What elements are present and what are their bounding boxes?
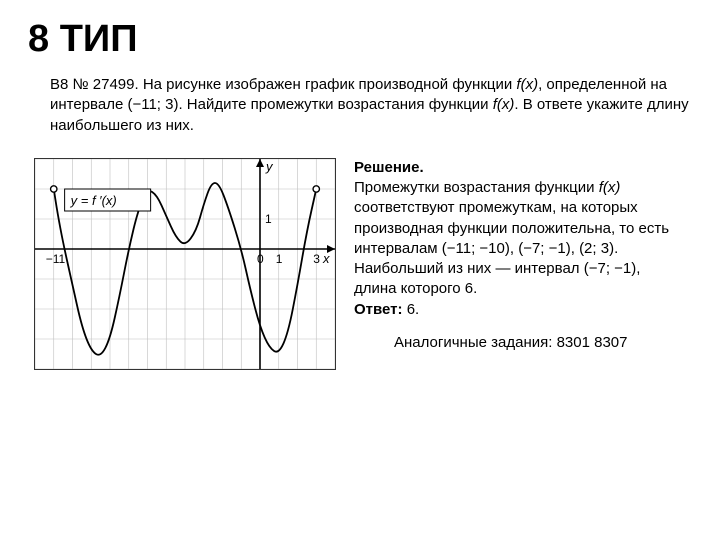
svg-text:0: 0 xyxy=(257,252,264,266)
svg-text:−11: −11 xyxy=(46,252,66,266)
fx-1: f(x) xyxy=(516,76,538,93)
chart-container: xy−110131y = f ′(x) xyxy=(34,158,336,375)
svg-text:x: x xyxy=(322,251,330,266)
solution-heading: Решение. xyxy=(354,159,424,176)
similar-tasks: Аналогичные задания: 8301 8307 xyxy=(394,334,684,351)
answer-value: 6. xyxy=(407,301,420,318)
page-title: 8 ТИП xyxy=(28,18,692,61)
problem-id: B8 № 27499. xyxy=(50,76,143,93)
problem-text: B8 № 27499. На рисунке изображен график … xyxy=(50,75,690,136)
solution-block: Решение. Промежутки возрастания функции … xyxy=(354,158,684,351)
svg-text:y = f ′(x): y = f ′(x) xyxy=(70,193,117,208)
svg-text:y: y xyxy=(265,159,274,174)
similar-label: Аналогичные задания: xyxy=(394,334,557,351)
derivative-chart: xy−110131y = f ′(x) xyxy=(34,158,336,370)
similar-ids: 8301 8307 xyxy=(557,334,628,351)
solution-text-a: Промежутки возрастания функции xyxy=(354,179,599,196)
problem-part1: На рисунке изображен график производной … xyxy=(143,76,517,93)
fx-3: f(x) xyxy=(599,179,621,196)
svg-text:1: 1 xyxy=(265,212,272,226)
fx-2: f(x) xyxy=(493,96,515,113)
svg-text:3: 3 xyxy=(313,252,320,266)
solution-text-b: соответствуют промежуткам, на которых пр… xyxy=(354,199,669,297)
answer-label: Ответ: xyxy=(354,301,407,318)
svg-text:1: 1 xyxy=(276,252,283,266)
